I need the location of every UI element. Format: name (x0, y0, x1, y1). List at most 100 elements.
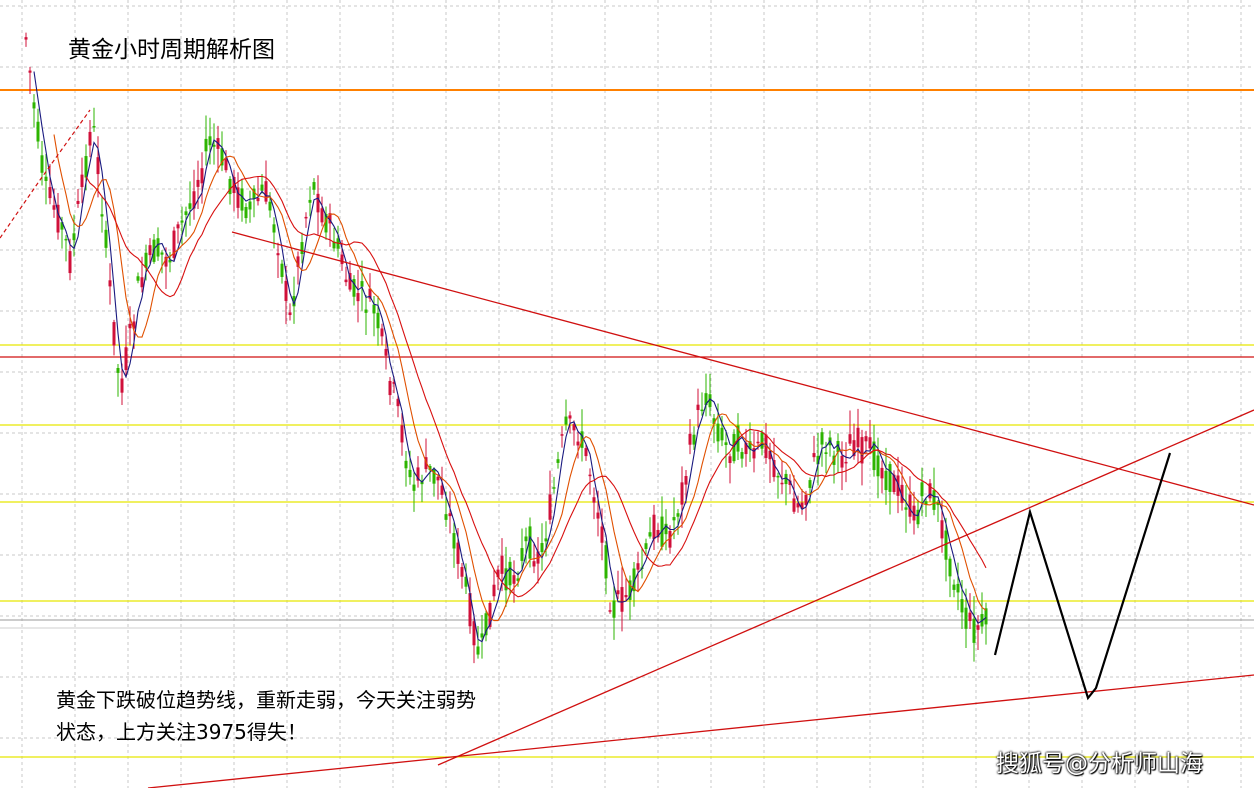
candle-body (840, 455, 844, 468)
candle-body (564, 416, 568, 425)
candle-body (184, 211, 188, 215)
annotation-line-2: 状态，上方关注3975得失！ (56, 720, 307, 744)
candle-body (56, 204, 60, 233)
candle-body (284, 280, 288, 301)
candle-body (932, 490, 936, 510)
candle-body (624, 595, 628, 598)
candle-body (108, 280, 112, 287)
candle-body (28, 70, 32, 73)
candle-body (596, 512, 600, 519)
candle-body (776, 475, 780, 478)
candle-body (780, 482, 784, 485)
candle-body (440, 485, 444, 495)
candle-body (940, 520, 944, 539)
trendlines (0, 109, 1254, 788)
descending-trendline (231, 231, 1254, 506)
candle-body (264, 181, 268, 202)
candle-body (260, 184, 264, 191)
candle-body (320, 208, 324, 223)
candle-body (424, 457, 428, 470)
annotation-line-1: 黄金下跌破位趋势线，重新走弱，今天关注弱势 (56, 688, 476, 712)
candle-body (252, 188, 256, 199)
candle-body (292, 296, 296, 307)
candle-body (212, 144, 216, 147)
candle-body (220, 148, 224, 166)
candle-body (540, 543, 544, 553)
lower-support-trendline (147, 674, 1254, 788)
candle-body (852, 440, 856, 457)
candle-body (676, 513, 680, 517)
candle-body (408, 469, 412, 478)
candle-body (904, 507, 908, 510)
candle-body (472, 621, 476, 646)
candle-body (144, 252, 148, 268)
candle-body (460, 567, 464, 577)
candle-body (800, 502, 804, 509)
candle-body (580, 431, 584, 448)
candle-body (372, 304, 376, 314)
candle-body (788, 480, 792, 485)
candle-body (392, 381, 396, 384)
candle-body (544, 538, 548, 542)
candle-body (720, 427, 724, 441)
candle-body (312, 182, 316, 190)
watermark: 搜狐号@分析师山海 (996, 751, 1203, 777)
candle-body (748, 441, 752, 450)
candle-body (856, 427, 860, 448)
candle-body (620, 587, 624, 612)
candle-body (476, 646, 480, 655)
candle-body (908, 494, 912, 517)
candle-body (276, 253, 280, 256)
candle-body (684, 476, 688, 485)
candle-body (172, 230, 176, 258)
horizontal-levels (0, 89, 1254, 758)
candle-body (364, 309, 368, 313)
candle-body (192, 191, 196, 209)
candle-body (376, 312, 380, 329)
candle-body (308, 199, 312, 203)
candle-body (960, 599, 964, 613)
candle-body (324, 213, 328, 233)
candle-body (644, 543, 648, 549)
candle-body (740, 452, 744, 459)
candle-body (768, 450, 772, 460)
candle-body (888, 464, 892, 492)
candle-body (532, 561, 536, 567)
candle-body (876, 455, 880, 477)
candle-body (332, 241, 336, 249)
candle-body (752, 448, 756, 459)
candle-body (24, 37, 28, 40)
candle-body (500, 555, 504, 574)
candle-body (528, 526, 532, 559)
candle-body (668, 530, 672, 548)
candle-body (576, 441, 580, 446)
candle-body (352, 279, 356, 297)
candle-body (860, 437, 864, 464)
forecast-path (993, 452, 1172, 701)
candle-body (380, 328, 384, 337)
candle-body (248, 201, 252, 210)
candle-body (784, 473, 788, 485)
candle-body (976, 625, 980, 630)
candle-body (104, 229, 108, 248)
candle-body (464, 576, 468, 587)
candle-body (636, 563, 640, 570)
candle-body (484, 613, 488, 636)
candle-body (704, 393, 708, 406)
candle-body (628, 580, 632, 600)
moving-averages (33, 71, 987, 643)
candle-body (868, 437, 872, 449)
candle-body (412, 484, 416, 491)
candle-body (880, 467, 884, 479)
candle-body (712, 418, 716, 424)
candle-body (240, 188, 244, 211)
candle-body (328, 213, 332, 224)
candle-body (140, 277, 144, 288)
candle-body (496, 569, 500, 578)
candle-body (52, 205, 56, 210)
candle-body (196, 179, 200, 187)
candle-body (716, 423, 720, 442)
candle-body (808, 480, 812, 488)
dashed-trendline (0, 109, 91, 239)
